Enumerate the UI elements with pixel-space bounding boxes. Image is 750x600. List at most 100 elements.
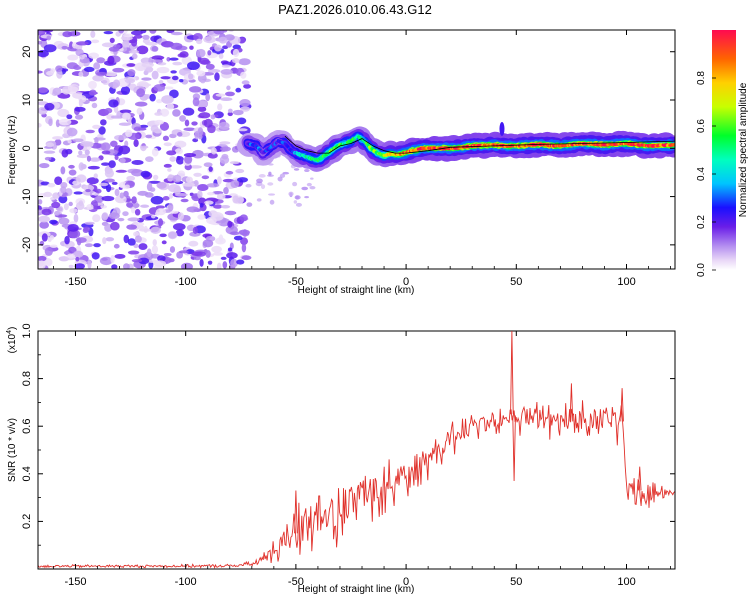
noise-blob — [160, 108, 170, 117]
noise-blob — [226, 252, 238, 259]
noise-blob — [101, 42, 115, 48]
noise-blob — [168, 193, 174, 199]
noise-blob — [105, 237, 115, 242]
noise-blob — [126, 175, 136, 181]
noise-blob — [189, 45, 194, 50]
noise-blob — [41, 208, 52, 216]
x-tick-label: 50 — [510, 276, 522, 288]
noise-blob — [192, 97, 200, 107]
noise-blob — [94, 195, 104, 203]
noise-blob — [74, 106, 86, 112]
noise-blob — [159, 233, 167, 238]
noise-blob — [130, 206, 136, 214]
snr-y-multiplier-exp: 4 — [6, 330, 13, 334]
noise-blob — [197, 106, 207, 112]
noise-blob — [104, 107, 113, 114]
snr-series-line — [38, 400, 675, 569]
noise-blob — [118, 145, 131, 155]
noise-blob — [210, 114, 216, 120]
noise-blob — [83, 66, 95, 73]
noise-blob — [215, 237, 226, 245]
noise-blob — [256, 198, 262, 202]
noise-blob — [241, 80, 250, 85]
noise-blob — [78, 98, 83, 107]
noise-blob — [197, 214, 206, 220]
noise-blob — [150, 226, 161, 234]
noise-blob — [108, 212, 120, 220]
noise-blob — [174, 140, 187, 148]
noise-blob — [131, 39, 138, 47]
noise-blob — [268, 193, 276, 196]
x-tick-label: -150 — [64, 276, 86, 288]
noise-blob — [51, 201, 61, 209]
noise-blob — [151, 147, 159, 157]
spectrogram-y-label: Frequency (Hz) — [7, 116, 18, 185]
noise-blob — [84, 149, 90, 156]
snr-y-multiplier-base: (x10 — [7, 333, 18, 353]
noise-blob — [72, 138, 84, 143]
noise-blob — [107, 55, 115, 65]
noise-blob — [216, 262, 222, 269]
noise-blob — [192, 226, 198, 234]
noise-blob — [211, 245, 223, 253]
noise-blob — [309, 186, 316, 190]
colorbar-tick-label: 0.8 — [696, 71, 707, 85]
noise-blob — [200, 80, 206, 84]
noise-blob — [180, 262, 193, 269]
noise-blob — [163, 142, 172, 147]
noise-blob — [119, 157, 126, 164]
noise-blob — [236, 117, 247, 125]
noise-blob — [66, 62, 79, 70]
noise-blob — [91, 102, 98, 109]
colorbar-ticks: 0.0 0.2 0.4 0.6 0.8 — [696, 71, 716, 277]
noise-blob — [86, 177, 99, 185]
noise-blob — [63, 203, 69, 211]
noise-blob — [86, 155, 92, 162]
noise-blob — [157, 62, 167, 66]
noise-blob — [197, 183, 209, 192]
noise-blob — [293, 200, 298, 204]
noise-blob — [241, 255, 252, 261]
noise-blob — [136, 88, 146, 98]
noise-blob — [64, 235, 70, 245]
noise-blob — [199, 258, 204, 267]
snr-y-multiplier-close: ) — [7, 327, 18, 330]
noise-blob — [100, 162, 110, 166]
noise-blob — [100, 205, 108, 209]
noise-blob — [184, 155, 193, 164]
noise-blob — [163, 163, 172, 168]
noise-blob — [217, 103, 223, 111]
noise-blob — [174, 148, 184, 155]
noise-blob — [52, 136, 64, 140]
x-tick-label: -150 — [64, 576, 86, 588]
spectrogram-x-ticks: -150 -100 -50 0 50 100 — [53, 30, 671, 288]
noise-blob — [131, 160, 144, 165]
noise-blob — [111, 181, 118, 185]
noise-blob — [148, 180, 161, 184]
noise-blob — [88, 90, 98, 96]
noise-blob — [156, 66, 170, 74]
noise-blob — [169, 57, 179, 61]
spectrogram-y-ticks: -20 -10 0 10 20 — [21, 46, 675, 253]
noise-blob — [149, 30, 157, 34]
y-tick-label: -10 — [21, 189, 33, 205]
noise-blob — [267, 182, 274, 186]
y-tick-label: -20 — [21, 237, 33, 253]
colorbar-tick-label: 0.4 — [696, 167, 707, 181]
noise-blob — [169, 89, 179, 99]
noise-blob — [93, 137, 106, 141]
snr-spike — [294, 490, 298, 534]
noise-blob — [133, 139, 139, 147]
noise-blob — [118, 122, 132, 126]
noise-blob — [38, 49, 49, 58]
noise-blob — [43, 191, 53, 198]
noise-blob — [180, 198, 189, 203]
noise-blob — [166, 30, 175, 34]
noise-blob — [113, 243, 120, 249]
noise-blob — [76, 174, 87, 183]
y-tick-label: 1.0 — [21, 323, 33, 338]
noise-blob — [101, 195, 115, 202]
noise-blob — [131, 53, 138, 60]
noise-blob — [86, 204, 94, 210]
noise-blob — [220, 146, 231, 152]
